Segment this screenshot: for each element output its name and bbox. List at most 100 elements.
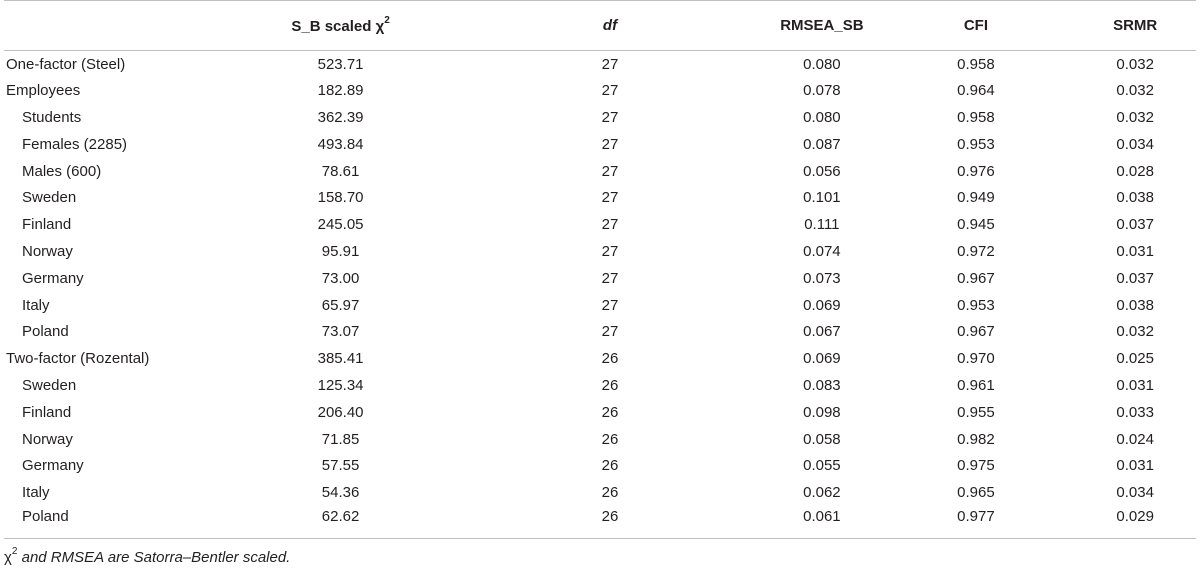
header-chi-square: S_B scaled χ2 <box>227 0 454 51</box>
table-row: Finland 245.05 27 0.111 0.945 0.037 <box>4 211 1196 238</box>
cell-cfi: 0.977 <box>877 506 1075 540</box>
row-label: Finland <box>22 403 72 421</box>
footnote-chi-superscript: 2 <box>11 546 18 557</box>
footnote-chi-symbol: χ <box>4 549 12 566</box>
table-row: Germany 73.00 27 0.073 0.967 0.037 <box>4 265 1196 292</box>
header-cfi: CFI <box>877 0 1075 51</box>
cell-df: 27 <box>601 323 619 341</box>
cell-chi: 245.05 <box>317 216 364 234</box>
cell-df: 27 <box>601 269 619 287</box>
cell-rmsea: 0.069 <box>803 350 841 368</box>
header-chi-text: S_B scaled χ <box>291 18 385 35</box>
cell-df: 26 <box>601 457 619 475</box>
table-row: One-factor (Steel) 523.71 27 0.080 0.958… <box>4 51 1196 78</box>
cell-srmr: 0.025 <box>1116 350 1154 368</box>
fit-indices-table: S_B scaled χ2 df RMSEA_SB CFI SRMR One-f… <box>4 0 1196 540</box>
header-row: S_B scaled χ2 df RMSEA_SB CFI SRMR <box>4 0 1196 51</box>
cell-srmr: 0.032 <box>1116 55 1154 73</box>
cell-chi: 523.71 <box>317 55 364 73</box>
table-row: Sweden 125.34 26 0.083 0.961 0.031 <box>4 372 1196 399</box>
cell-chi: 158.70 <box>317 189 364 207</box>
cell-chi: 71.85 <box>321 430 360 448</box>
row-label: Sweden <box>22 189 77 207</box>
cell-df: 26 <box>601 484 619 502</box>
cell-df: 26 <box>453 506 767 540</box>
cell-df: 26 <box>601 403 619 421</box>
table-row: Finland 206.40 26 0.098 0.955 0.033 <box>4 399 1196 426</box>
cell-cfi: 0.955 <box>957 403 995 421</box>
cell-srmr: 0.028 <box>1116 162 1154 180</box>
cell-cfi: 0.945 <box>957 216 995 234</box>
header-srmr: SRMR <box>1074 0 1196 51</box>
fit-indices-table-container: S_B scaled χ2 df RMSEA_SB CFI SRMR One-f… <box>4 0 1196 540</box>
cell-chi: 62.62 <box>227 506 454 540</box>
cell-df: 26 <box>601 430 619 448</box>
row-label: Germany <box>22 457 84 475</box>
footnote-text: and RMSEA are Satorra–Bentler scaled. <box>17 549 291 566</box>
cell-cfi: 0.982 <box>957 430 995 448</box>
row-label: Poland <box>4 506 228 540</box>
cell-srmr: 0.037 <box>1116 216 1154 234</box>
cell-rmsea: 0.087 <box>803 135 841 153</box>
cell-df: 27 <box>601 162 619 180</box>
cell-cfi: 0.961 <box>957 376 995 394</box>
cell-cfi: 0.967 <box>957 269 995 287</box>
row-label: Norway <box>22 242 73 260</box>
table-row: Two-factor (Rozental) 385.41 26 0.069 0.… <box>4 345 1196 372</box>
cell-rmsea: 0.098 <box>803 403 841 421</box>
cell-srmr: 0.037 <box>1116 269 1154 287</box>
cell-chi: 493.84 <box>317 135 364 153</box>
row-label: Two-factor (Rozental) <box>6 350 150 368</box>
cell-srmr: 0.033 <box>1116 403 1154 421</box>
cell-srmr: 0.032 <box>1116 108 1154 126</box>
table-row: Employees 182.89 27 0.078 0.964 0.032 <box>4 77 1196 104</box>
cell-cfi: 0.967 <box>957 323 995 341</box>
cell-df: 27 <box>601 216 619 234</box>
cell-cfi: 0.965 <box>957 484 995 502</box>
row-label: Italy <box>22 484 50 502</box>
cell-chi: 78.61 <box>321 162 360 180</box>
cell-rmsea: 0.062 <box>803 484 841 502</box>
cell-df: 27 <box>601 296 619 314</box>
cell-cfi: 0.972 <box>957 242 995 260</box>
row-label: Employees <box>6 82 81 100</box>
cell-srmr: 0.034 <box>1116 135 1154 153</box>
cell-chi: 362.39 <box>317 108 364 126</box>
cell-srmr: 0.032 <box>1116 82 1154 100</box>
cell-chi: 385.41 <box>317 350 364 368</box>
row-label: Students <box>22 108 82 126</box>
table-row: Norway 95.91 27 0.074 0.972 0.031 <box>4 238 1196 265</box>
header-chi-superscript: 2 <box>384 15 390 26</box>
table-row: Females (2285) 493.84 27 0.087 0.953 0.0… <box>4 131 1196 158</box>
table-row: Sweden 158.70 27 0.101 0.949 0.038 <box>4 184 1196 211</box>
table-row: Norway 71.85 26 0.058 0.982 0.024 <box>4 426 1196 453</box>
row-label: Sweden <box>22 376 77 394</box>
cell-cfi: 0.949 <box>957 189 995 207</box>
table-row: Germany 57.55 26 0.055 0.975 0.031 <box>4 452 1196 479</box>
header-label-col <box>4 0 228 51</box>
table-body: One-factor (Steel) 523.71 27 0.080 0.958… <box>4 51 1196 540</box>
cell-chi: 65.97 <box>321 296 360 314</box>
cell-chi: 125.34 <box>317 376 364 394</box>
cell-srmr: 0.038 <box>1116 189 1154 207</box>
header-rmsea: RMSEA_SB <box>766 0 878 51</box>
row-label: Germany <box>22 269 84 287</box>
cell-cfi: 0.975 <box>957 457 995 475</box>
row-label: Norway <box>22 430 73 448</box>
cell-srmr: 0.031 <box>1116 457 1154 475</box>
cell-srmr: 0.029 <box>1074 506 1196 540</box>
cell-rmsea: 0.058 <box>803 430 841 448</box>
cell-cfi: 0.970 <box>957 350 995 368</box>
cell-srmr: 0.031 <box>1116 242 1154 260</box>
header-df: df <box>453 0 767 51</box>
cell-rmsea: 0.069 <box>803 296 841 314</box>
cell-cfi: 0.976 <box>957 162 995 180</box>
cell-df: 27 <box>601 242 619 260</box>
cell-rmsea: 0.073 <box>803 269 841 287</box>
cell-chi: 57.55 <box>321 457 360 475</box>
cell-rmsea: 0.056 <box>803 162 841 180</box>
table-row: Italy 65.97 27 0.069 0.953 0.038 <box>4 292 1196 319</box>
cell-rmsea: 0.067 <box>803 323 841 341</box>
cell-rmsea: 0.078 <box>803 82 841 100</box>
table-row: Students 362.39 27 0.080 0.958 0.032 <box>4 104 1196 131</box>
